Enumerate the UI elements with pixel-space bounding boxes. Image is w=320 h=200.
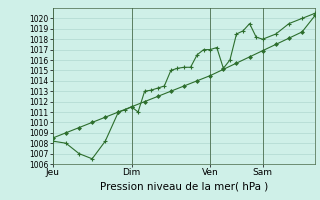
X-axis label: Pression niveau de la mer( hPa ): Pression niveau de la mer( hPa ) [100, 181, 268, 191]
